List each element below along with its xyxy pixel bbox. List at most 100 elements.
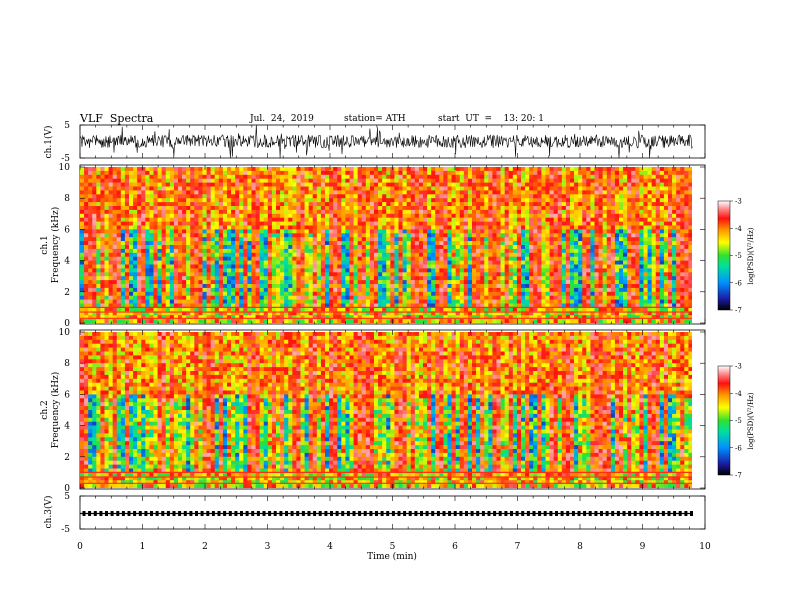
spectrogram-cell [133, 264, 138, 269]
spectrogram-cell [190, 264, 195, 269]
spectrogram-cell [500, 268, 505, 273]
spectrogram-cell [333, 182, 338, 187]
spectrogram-cell [553, 264, 559, 269]
spectrogram-cell [357, 233, 363, 238]
spectrogram-cell [472, 295, 477, 300]
spectrogram-cell [120, 229, 126, 234]
spectrogram-cell [153, 174, 158, 179]
spectrogram-cell [231, 190, 236, 195]
spectrogram-cell [161, 311, 167, 316]
spectrogram-cell [541, 284, 546, 289]
spectrogram-cell [182, 190, 187, 195]
spectrogram-cell [255, 186, 260, 191]
spectrogram-cell [378, 233, 383, 238]
spectrogram-cell [406, 256, 412, 261]
spectrogram-cell [496, 272, 501, 277]
spectrogram-cell [480, 315, 485, 320]
spectrogram-cell [243, 295, 248, 300]
spectrogram-cell [141, 174, 146, 179]
spectrogram-cell [369, 291, 375, 296]
spectrogram-cell [231, 307, 236, 312]
spectrogram-cell [431, 209, 436, 215]
spectrogram-cell [198, 303, 203, 308]
spectrogram-cell [480, 303, 485, 308]
spectrogram-cell [431, 256, 436, 261]
spectrogram-cell [365, 256, 371, 261]
spectrogram-cell [451, 248, 456, 254]
spectrogram-cell [431, 319, 436, 323]
spectrogram-cell [378, 174, 383, 179]
spectrogram-cell [80, 241, 85, 246]
spectrogram-cell [308, 206, 314, 211]
spectrogram-cell [406, 198, 412, 203]
spectrogram-cell [214, 284, 220, 289]
spectrogram-cell [521, 319, 526, 323]
spectrogram-cell [108, 276, 113, 281]
spectrogram-cell [292, 248, 297, 254]
spectrogram-cell [533, 186, 538, 191]
spectrogram-cell [271, 287, 277, 293]
spectrogram-cell [280, 264, 285, 269]
spectrogram-cell [329, 217, 334, 222]
spectrogram-cell [329, 209, 334, 215]
spectrogram-cell [227, 182, 232, 187]
spectrogram-cell [557, 291, 563, 296]
spectrogram-cell [537, 170, 542, 176]
spectrogram-cell [235, 280, 240, 285]
spectrogram-cell [153, 167, 158, 172]
spectrogram-cell [386, 252, 391, 257]
spectrogram-cell [459, 190, 465, 195]
spectrogram-cell [206, 178, 211, 183]
spectrogram-cell [561, 315, 567, 320]
spectrogram-cell [222, 213, 228, 218]
spectrogram-cell [541, 225, 546, 230]
spectrogram-cell [173, 252, 179, 257]
spectrogram-cell [500, 229, 505, 234]
spectrogram-cell [467, 319, 473, 323]
spectrogram-cell [259, 319, 265, 323]
spectrogram-cell [288, 202, 293, 207]
spectrogram-cell [149, 295, 154, 300]
spectrogram-cell [455, 194, 461, 199]
spectrogram-cell [267, 209, 273, 215]
spectrogram-cell [198, 264, 203, 269]
spectrogram-cell [480, 206, 485, 211]
spectrogram-cell [80, 280, 85, 285]
spectrogram-cell [263, 311, 269, 316]
spectrogram-cell [337, 276, 342, 281]
spectrogram-cell [349, 264, 354, 269]
spectrogram-cell [88, 272, 93, 277]
spectrogram-cell [108, 260, 113, 265]
spectrogram-cell [116, 229, 122, 234]
spectrogram-cell [202, 229, 207, 234]
spectrogram-cell [263, 245, 269, 250]
spectrogram-cell [169, 170, 175, 176]
spectrogram-cell [239, 221, 244, 226]
spectrogram-cell [553, 170, 559, 176]
spectrogram-cell [537, 213, 542, 218]
spectrogram-cell [480, 307, 485, 312]
spectrogram-cell [137, 315, 142, 320]
spectrogram-cell [304, 194, 309, 199]
spectrogram-cell [316, 198, 322, 203]
spectrogram-cell [284, 206, 289, 211]
spectrogram-cell [455, 167, 461, 172]
spectrogram-cell [369, 256, 375, 261]
spectrogram-cell [316, 295, 322, 300]
spectrogram-cell [443, 272, 448, 277]
spectrogram-cell [398, 291, 403, 296]
spectrogram-cell [500, 194, 505, 199]
spectrogram-cell [521, 268, 526, 273]
spectrogram-cell [222, 295, 228, 300]
spectrogram-cell [529, 260, 534, 265]
spectrogram-cell [133, 287, 138, 293]
spectrogram-cell [431, 311, 436, 316]
spectrogram-cell [492, 264, 497, 269]
spectrogram-cell [100, 256, 105, 261]
spectrogram-cell [84, 252, 89, 257]
spectrogram-cell [153, 291, 158, 296]
spectrogram-cell [288, 237, 293, 242]
spectrogram-cell [312, 178, 318, 183]
spectrogram-cell [557, 209, 563, 215]
spectrogram-cell [194, 178, 199, 183]
